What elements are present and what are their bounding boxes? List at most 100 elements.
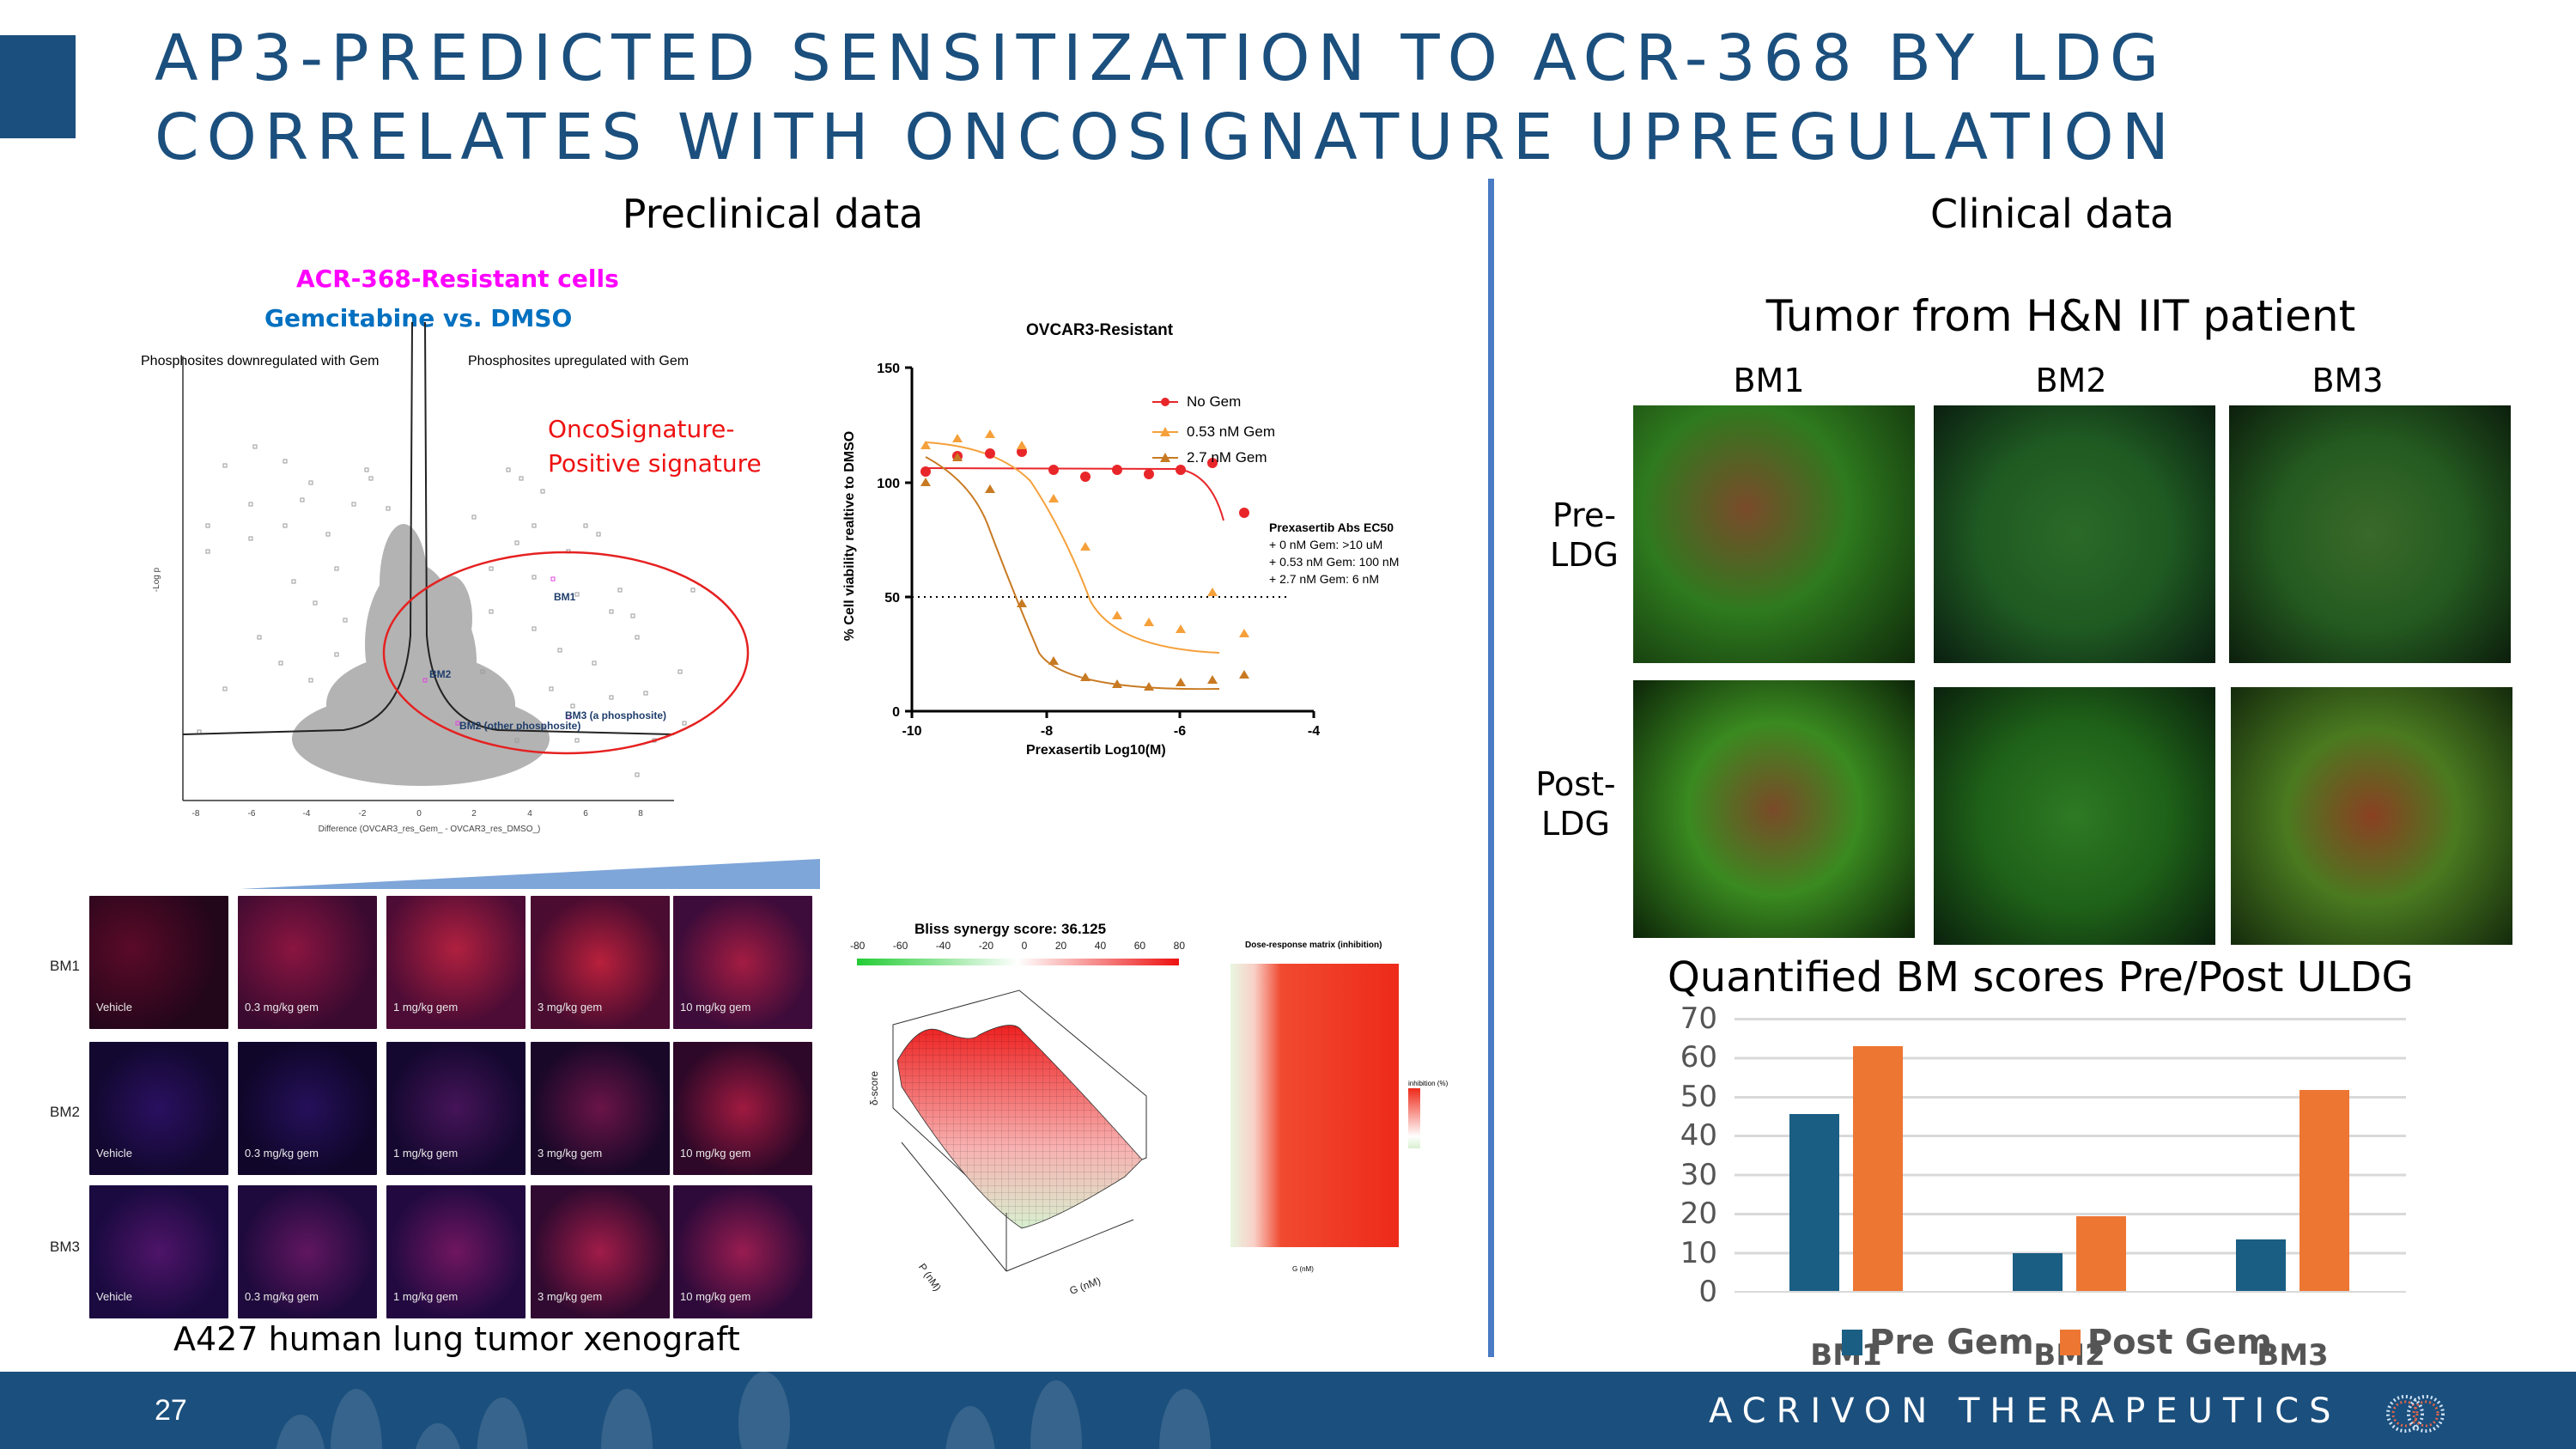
- bar-chart: 70 60 50 40 30 20 10 0 BM1 BM2 BM3: [1649, 945, 2456, 1374]
- svg-text:-Log p: -Log p: [152, 567, 161, 592]
- clinical-heading: Clinical data: [1929, 191, 2175, 237]
- matrix-title: Dose-response matrix (inhibition): [1245, 941, 1382, 950]
- xeno-image-bm1-3: 3 mg/kg gem: [531, 896, 670, 1029]
- bar-bm1-pre: [1789, 1114, 1839, 1291]
- svg-text:-2: -2: [359, 809, 367, 819]
- xeno-image-bm3-vehicle: Vehicle: [89, 1185, 228, 1318]
- bliss-title: Bliss synergy score: 36.125: [914, 921, 1107, 937]
- bar-bm3-post: [2300, 1090, 2349, 1291]
- page-number: 27: [155, 1394, 187, 1427]
- bm1-point-label: BM1: [554, 591, 576, 603]
- matrix-xlabel: G (nM): [1292, 1265, 1314, 1273]
- clinical-row-pre: Pre- LDG: [1550, 496, 1619, 574]
- dose-response-title: OVCAR3-Resistant: [1026, 321, 1174, 339]
- ec50-box: Prexasertib Abs EC50 + 0 nM Gem: >10 uM …: [1269, 521, 1400, 586]
- clinical-col-bm3: BM3: [2312, 362, 2384, 399]
- slide-title: AP3-PREDICTED SENSITIZATION TO ACR-368 B…: [155, 19, 2542, 177]
- dose-gradient-wedge: [240, 859, 820, 889]
- clinical-col-bm2: BM2: [2035, 362, 2107, 399]
- bar-category-bm3: BM3: [2257, 1338, 2329, 1373]
- svg-text:4: 4: [527, 809, 532, 819]
- xenograft-panel: BM1 BM2 BM3 Vehicle 0.3 mg/kg gem 1 mg/k…: [34, 855, 824, 1370]
- svg-text:Difference (OVCAR3_res_Gem_ -: Difference (OVCAR3_res_Gem_ - OVCAR3_res…: [319, 825, 541, 834]
- legend-no-gem: No Gem: [1187, 393, 1242, 410]
- xeno-image-bm1-vehicle: Vehicle: [89, 896, 228, 1029]
- clinical-image-bm2-pre: [1934, 405, 2215, 663]
- matrix-legend-bar: [1408, 1088, 1420, 1148]
- matrix-grid: [1230, 964, 1399, 1247]
- svg-text:-8: -8: [1041, 724, 1053, 739]
- volcano-canvas: -8 -6 -4 -2 0 2 4 6 8 Difference (OVCAR3_res_G…: [152, 321, 750, 834]
- section-divider: [1488, 179, 1494, 1357]
- volcano-right-note: Phosphosites upregulated with Gem: [468, 354, 690, 368]
- xeno-row-label-bm3: BM3: [50, 1239, 80, 1255]
- acrivon-logo-icon: [2386, 1395, 2445, 1433]
- legend-post-gem: Post Gem: [2087, 1323, 2273, 1362]
- volcano-title: ACR-368-Resistant cells: [296, 265, 619, 293]
- legend-swatch-post: [2059, 1330, 2081, 1355]
- bar-bm3-pre: [2236, 1239, 2286, 1291]
- bliss-synergy-plot: Bliss synergy score: 36.125 -80 -60 -40 -20…: [850, 910, 1211, 1306]
- xeno-image-bm3-10: 10 mg/kg gem: [673, 1185, 812, 1318]
- bm3-point-label: BM3 (a phosphosite): [565, 709, 667, 721]
- bliss-colorbar: [857, 959, 1179, 965]
- volcano-left-note: Phosphosites downregulated with Gem: [141, 354, 380, 368]
- svg-text:2: 2: [471, 809, 477, 819]
- xeno-image-bm2-vehicle: Vehicle: [89, 1042, 228, 1175]
- svg-text:150: 150: [877, 362, 900, 376]
- bar-legend: Pre Gem Post Gem: [1842, 1323, 2272, 1362]
- slide-title-line-2: CORRELATES WITH ONCOSIGNATURE UPREGULATI…: [155, 100, 2177, 174]
- xeno-image-bm3-3: 3 mg/kg gem: [531, 1185, 670, 1318]
- svg-text:0: 0: [416, 809, 422, 819]
- svg-text:-4: -4: [1308, 724, 1320, 739]
- svg-text:-8: -8: [192, 809, 200, 819]
- bliss-surface: [892, 989, 1147, 1272]
- svg-text:50: 50: [884, 591, 900, 606]
- legend-053-gem: 0.53 nM Gem: [1187, 423, 1275, 440]
- clinical-image-bm2-post: [1934, 687, 2215, 945]
- dose-response-matrix: Dose-response matrix (inhibition) inhibi…: [1202, 932, 1477, 1275]
- svg-text:-6: -6: [1174, 724, 1186, 739]
- footer: [0, 1372, 2576, 1449]
- svg-text:100: 100: [877, 477, 900, 491]
- clinical-col-bm1: BM1: [1733, 362, 1805, 399]
- legend-27-gem: 2.7 nM Gem: [1187, 449, 1267, 466]
- xeno-image-bm2-0-3: 0.3 mg/kg gem: [238, 1042, 377, 1175]
- xeno-image-bm2-3: 3 mg/kg gem: [531, 1042, 670, 1175]
- title-accent-block: [0, 35, 76, 138]
- bar-bm2-post: [2076, 1216, 2126, 1291]
- svg-text:-4: -4: [303, 809, 311, 819]
- bliss-colorbar-ticks: -80 -60 -40 -20 0 20 40 60 80: [850, 940, 1185, 952]
- svg-text:-6: -6: [248, 809, 256, 819]
- legend-swatch-pre: [1842, 1330, 1862, 1355]
- bm2-point-label: BM2: [429, 668, 452, 680]
- clinical-row-post: Post- LDG: [1535, 765, 1616, 843]
- xeno-row-label-bm2: BM2: [50, 1104, 80, 1120]
- clinical-image-bm1-post: [1633, 680, 1915, 938]
- preclinical-heading: Preclinical data: [622, 191, 924, 237]
- svg-text:6: 6: [583, 809, 588, 819]
- legend-pre-gem: Pre Gem: [1869, 1323, 2034, 1362]
- clinical-image-bm3-pre: [2229, 405, 2511, 663]
- svg-text:8: 8: [638, 809, 643, 819]
- volcano-subtitle: Gemcitabine vs. DMSO: [264, 304, 573, 332]
- xeno-image-bm2-10: 10 mg/kg gem: [673, 1042, 812, 1175]
- dose-response-ylabel: % Cell viability realtive to DMSO: [842, 430, 857, 642]
- clinical-image-bm1-pre: [1633, 405, 1915, 663]
- ec50-title: Prexasertib Abs EC50: [1269, 521, 1394, 534]
- xeno-image-bm2-1: 1 mg/kg gem: [386, 1042, 526, 1175]
- matrix-legend-title: inhibition (%): [1408, 1080, 1449, 1087]
- xeno-row-label-bm1: BM1: [50, 958, 80, 974]
- xeno-image-bm3-0-3: 0.3 mg/kg gem: [238, 1185, 377, 1318]
- bm2-other-point-label: BM2 (other phosphosite): [459, 720, 581, 732]
- bar-bm2-pre: [2013, 1253, 2063, 1291]
- svg-text:0: 0: [892, 705, 900, 720]
- bliss-zlabel: δ-score: [868, 1070, 881, 1106]
- xeno-image-bm1-1: 1 mg/kg gem: [386, 896, 526, 1029]
- brand-name: ACRIVON THERAPEUTICS: [1709, 1391, 2342, 1431]
- bar-chart-title: Quantified BM scores Pre/Post ULDG: [1668, 953, 2414, 1002]
- svg-text:-10: -10: [902, 724, 921, 739]
- xeno-image-bm1-0-3: 0.3 mg/kg gem: [238, 896, 377, 1029]
- xenograft-caption: A427 human lung tumor xenograft: [173, 1320, 740, 1358]
- clinical-image-bm3-post: [2231, 687, 2512, 945]
